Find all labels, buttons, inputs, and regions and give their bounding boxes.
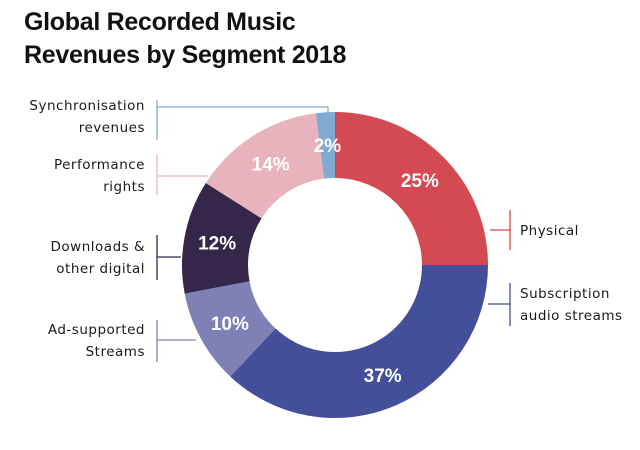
slice-category-label: Physical <box>520 223 579 239</box>
slice-category-label: other digital <box>56 261 145 277</box>
chart-title-line-1: Global Recorded Music <box>24 8 296 36</box>
donut-slice <box>184 281 276 377</box>
slice-category-label: rights <box>103 179 145 195</box>
slice-category-label: Streams <box>86 344 145 360</box>
slice-category-label: Performance <box>54 157 145 173</box>
donut-slice <box>335 112 488 265</box>
slice-category-label: Ad-supported <box>48 322 145 338</box>
donut-slice <box>181 183 262 294</box>
donut-slice <box>230 265 489 418</box>
donut-slice <box>205 113 325 219</box>
slice-percent-label: 12% <box>198 234 236 255</box>
slice-category-label: Synchronisation <box>29 98 145 114</box>
slice-category-label: Subscription <box>520 286 610 302</box>
slice-percent-label: 37% <box>364 366 402 387</box>
slice-category-label: revenues <box>79 120 145 136</box>
chart-title-line-2: Revenues by Segment 2018 <box>24 41 347 69</box>
slice-category-label: audio streams <box>520 308 623 324</box>
chart-title: Global Recorded Music Revenues by Segmen… <box>24 6 346 72</box>
slice-percent-label: 2% <box>314 136 342 157</box>
slice-percent-label: 14% <box>252 155 290 176</box>
slice-percent-label: 10% <box>211 314 249 335</box>
donut-slice <box>315 112 335 179</box>
slice-category-label: Downloads & <box>51 239 145 255</box>
slice-percent-label: 25% <box>401 171 439 192</box>
